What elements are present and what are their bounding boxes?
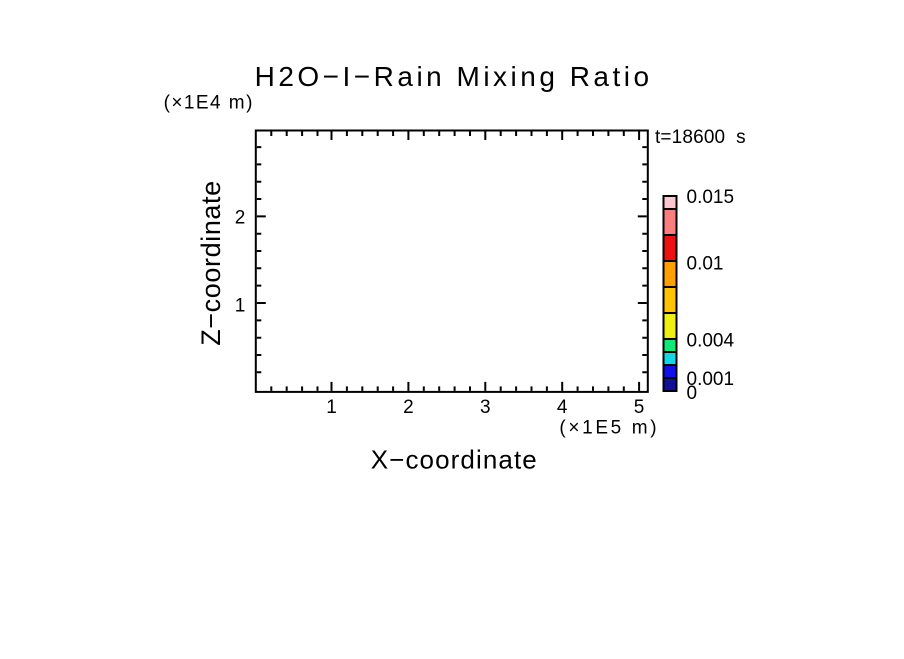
svg-text:Z−coordinate: Z−coordinate: [196, 180, 226, 346]
svg-text:0.004: 0.004: [687, 330, 735, 351]
svg-text:X−coordinate: X−coordinate: [371, 445, 538, 475]
svg-text:0: 0: [687, 383, 698, 404]
svg-text:1: 1: [235, 296, 246, 317]
svg-text:H2O−I−Rain Mixing Ratio: H2O−I−Rain Mixing Ratio: [255, 61, 653, 92]
svg-text:(×1E5 m): (×1E5 m): [559, 418, 659, 439]
svg-text:4: 4: [557, 397, 568, 418]
svg-text:2: 2: [403, 397, 414, 418]
svg-text:t=18600 s: t=18600 s: [655, 127, 746, 148]
svg-text:0.001: 0.001: [687, 369, 735, 390]
svg-text:5: 5: [634, 397, 645, 418]
svg-text:3: 3: [480, 397, 491, 418]
svg-text:0.015: 0.015: [687, 187, 735, 208]
svg-text:(×1E4 m): (×1E4 m): [164, 93, 254, 114]
svg-text:0.01: 0.01: [687, 254, 724, 275]
svg-text:1: 1: [326, 397, 337, 418]
svg-text:2: 2: [235, 208, 246, 229]
